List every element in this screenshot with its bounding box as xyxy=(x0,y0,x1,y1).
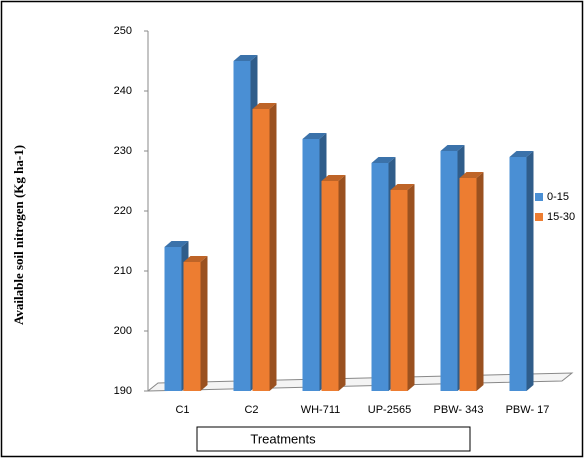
bar-top xyxy=(252,103,277,109)
bar xyxy=(390,190,408,391)
y-tick-label: 230 xyxy=(114,145,132,157)
bar-top xyxy=(371,157,396,163)
bar-top xyxy=(509,151,534,157)
floor xyxy=(146,372,574,392)
x-label-box xyxy=(196,426,471,452)
bar-top xyxy=(390,184,415,190)
bar xyxy=(371,163,389,391)
bar-side xyxy=(200,256,208,391)
bar-side xyxy=(476,172,484,391)
bar-side xyxy=(269,103,277,391)
bar xyxy=(321,181,339,391)
bar-side xyxy=(407,184,415,391)
legend-label: 15-30 xyxy=(547,211,575,223)
y-tick-label: 250 xyxy=(114,25,132,37)
y-tick-label: 240 xyxy=(114,85,132,97)
x-tick-label: PBW- 343 xyxy=(434,404,484,416)
bar xyxy=(233,61,251,391)
bar-top xyxy=(164,241,189,247)
bar-top xyxy=(459,172,484,178)
bar xyxy=(164,247,182,391)
legend-swatch xyxy=(535,193,543,201)
bar-top xyxy=(183,256,208,262)
bar xyxy=(252,109,270,391)
y-tick-label: 220 xyxy=(114,205,132,217)
bar-top xyxy=(302,133,327,139)
x-tick-label: C2 xyxy=(244,404,258,416)
y-tick-label: 210 xyxy=(114,265,132,277)
bar xyxy=(459,178,477,391)
x-tick-label: PBW- 17 xyxy=(506,404,550,416)
x-axis-label: Treatments xyxy=(250,431,316,446)
bar-top xyxy=(440,145,465,151)
bar-side xyxy=(526,151,534,391)
x-tick-label: UP-2565 xyxy=(368,404,411,416)
legend-swatch xyxy=(535,213,543,221)
bar xyxy=(183,262,201,391)
legend-label: 0-15 xyxy=(547,191,569,203)
y-tick-label: 190 xyxy=(114,385,132,397)
bar xyxy=(440,151,458,391)
bar-top xyxy=(233,55,258,61)
bar xyxy=(509,157,527,391)
y-axis-label: Available soil nitrogen (Kg ha-1) xyxy=(11,145,26,325)
bar-top xyxy=(321,175,346,181)
x-tick-label: WH-711 xyxy=(301,404,341,416)
bar xyxy=(302,139,320,391)
y-tick-label: 200 xyxy=(114,325,132,337)
bar-side xyxy=(338,175,346,391)
x-tick-label: C1 xyxy=(175,404,189,416)
